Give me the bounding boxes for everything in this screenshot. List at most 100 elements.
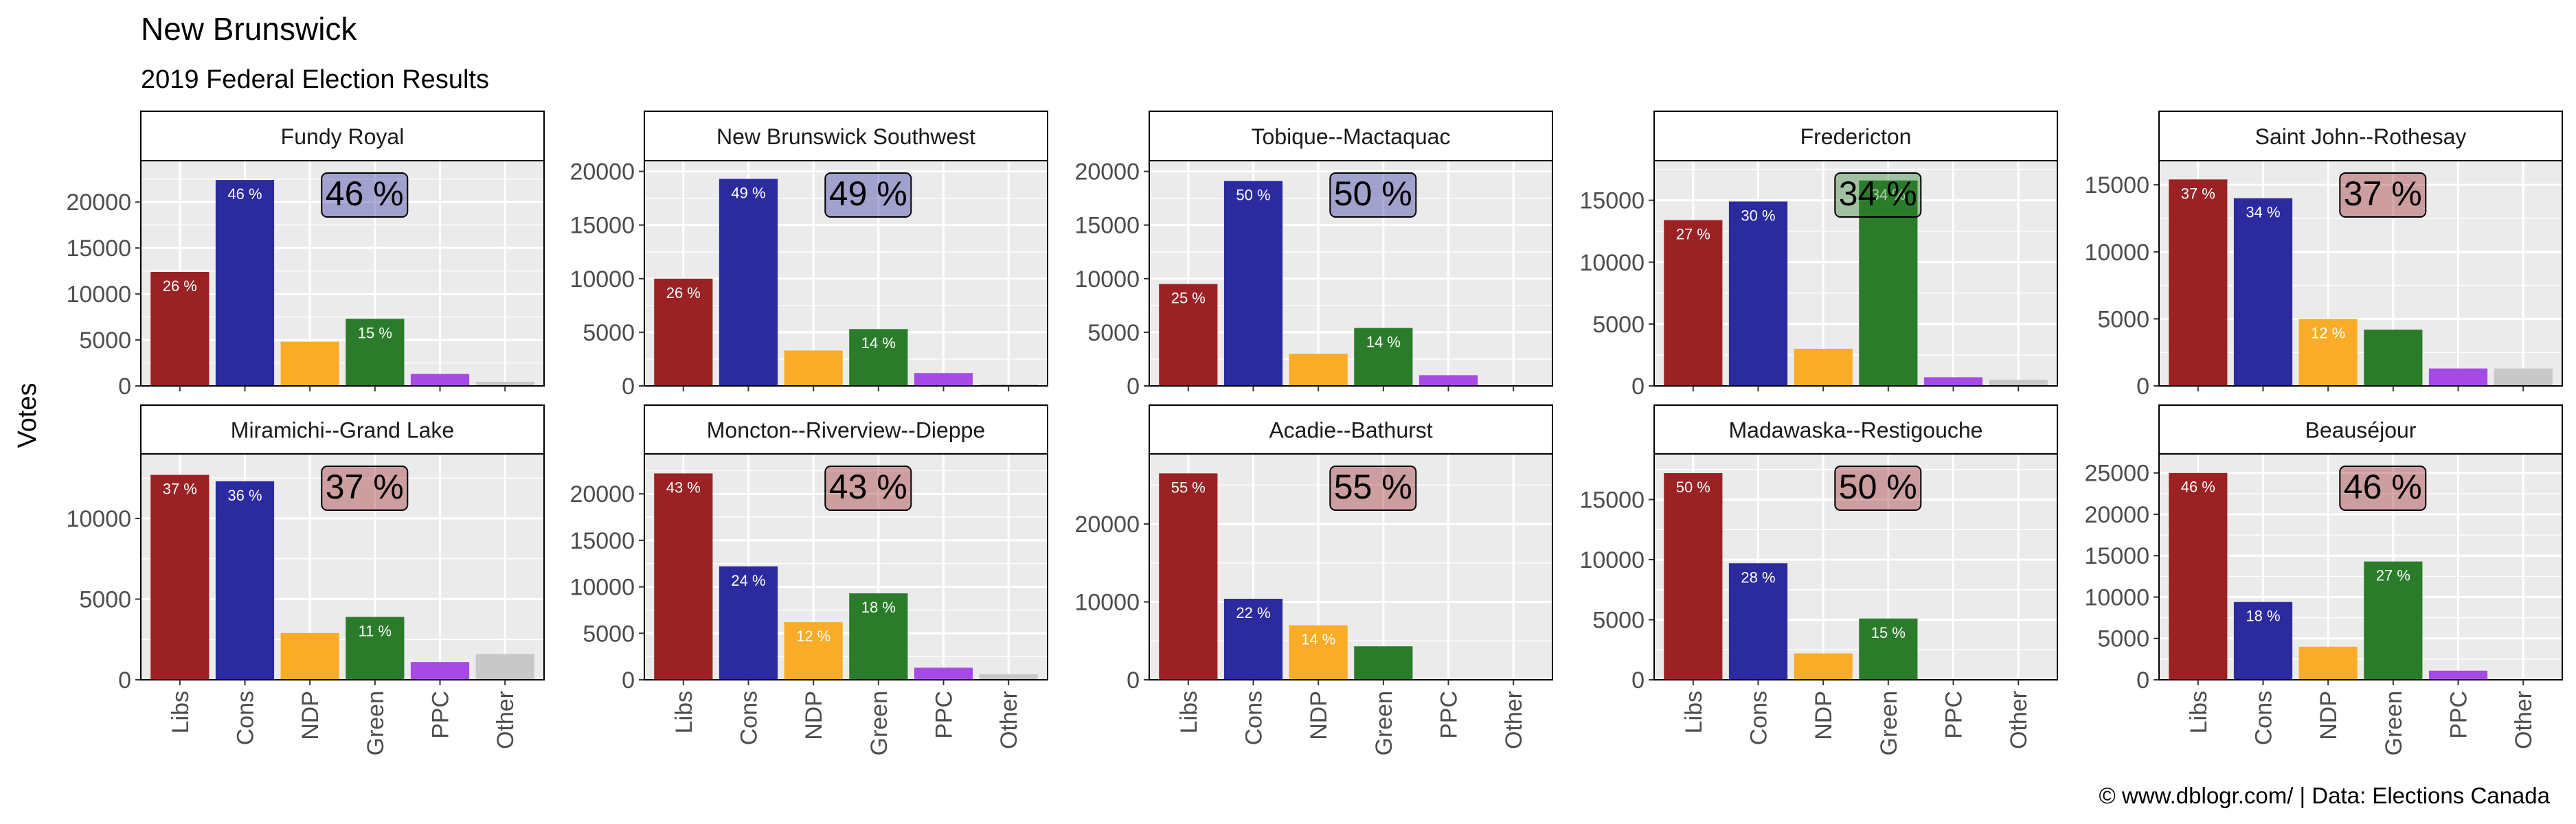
panel-border	[2158, 160, 2563, 387]
y-tick-label: 0	[118, 667, 131, 694]
y-tick-label: 0	[1127, 667, 1140, 694]
bar-data-label: 49 %	[731, 185, 765, 202]
chart-subtitle: 2019 Federal Election Results	[141, 65, 489, 94]
bar-cons	[2233, 198, 2293, 386]
bar-ndp	[784, 622, 843, 680]
y-tick-label: 10000	[569, 266, 635, 293]
bar-other	[979, 674, 1038, 680]
caption: © www.dblogr.com/ | Data: Elections Cana…	[2099, 783, 2550, 808]
bar-libs	[654, 278, 713, 386]
winner-label: 55 %	[1334, 468, 1412, 506]
x-tick-label: NDP	[1306, 691, 1332, 740]
y-tick-label: 15000	[569, 528, 635, 554]
y-tick-label: 0	[2136, 374, 2149, 400]
bar-data-label: 50 %	[1236, 187, 1270, 204]
bar-libs	[2169, 179, 2228, 386]
y-tick-label: 5000	[583, 621, 635, 647]
y-tick-label: 0	[1127, 374, 1140, 400]
y-tick-label: 10000	[1579, 547, 1645, 573]
facet-strip-label: Madawaska--Restigouche	[1729, 418, 1983, 443]
x-tick-label: PPC	[1941, 691, 1967, 739]
winner-label: 43 %	[829, 468, 907, 506]
bar-green	[1859, 180, 1918, 386]
panel-tobique-mactaquac: Tobique--Mactaquac 0 5000 10000 15000 20000 25…	[1074, 111, 1553, 400]
bar-ndp	[280, 341, 339, 386]
bar-data-label: 11 %	[359, 622, 392, 639]
panel-border	[1149, 160, 1553, 387]
y-tick-label: 15000	[2084, 172, 2149, 198]
y-tick-label: 15000	[1579, 488, 1645, 514]
bar-cons	[1223, 599, 1283, 680]
winner-label-box	[1834, 172, 1922, 218]
y-tick-label: 10000	[569, 575, 635, 601]
y-tick-label: 20000	[569, 159, 635, 185]
panel-moncton-riverview-dieppe: Moncton--Riverview--Dieppe 0 5000 10000 1500…	[569, 404, 1048, 756]
y-tick-label: 10000	[66, 282, 131, 308]
y-tick-label: 20000	[66, 190, 131, 216]
bar-cons	[719, 566, 778, 680]
bar-data-label: 22 %	[1236, 604, 1270, 621]
winner-label: 46 %	[326, 174, 404, 213]
x-tick-label: NDP	[801, 691, 827, 740]
bar-ppc	[2428, 368, 2488, 386]
bar-data-label: 34 %	[1871, 186, 1906, 203]
panel-fundy-royal: Fundy Royal 0 5000 10000 15000 20000 26 % 46 % 1…	[66, 111, 545, 400]
x-tick-label: PPC	[428, 691, 454, 739]
y-tick-label: 10000	[1074, 266, 1140, 293]
bar-libs	[1159, 284, 1218, 386]
facet-strip	[644, 111, 1048, 161]
x-tick-label: NDP	[297, 691, 324, 740]
bar-ppc	[1419, 375, 1478, 386]
winner-label: 46 %	[2344, 468, 2422, 506]
y-tick-label: 5000	[2097, 626, 2149, 652]
bar-data-label: 15 %	[358, 324, 392, 341]
y-tick-label: 5000	[1592, 312, 1645, 338]
bar-cons	[1223, 181, 1283, 386]
bar-ppc	[1923, 377, 1983, 386]
panel-border	[1149, 453, 1553, 680]
bar-data-label: 12 %	[796, 628, 831, 645]
x-tick-label: Other	[996, 691, 1022, 749]
bar-data-label: 26 %	[163, 277, 197, 295]
x-tick-label: NDP	[1811, 691, 1837, 740]
facet-panels: Fundy Royal 0 5000 10000 15000 20000 26 % 46 % 1…	[66, 111, 2563, 756]
winner-label-box	[321, 172, 409, 218]
bar-cons	[1728, 563, 1788, 680]
y-tick-label: 5000	[1087, 320, 1140, 346]
bar-data-label: 37 %	[163, 481, 197, 498]
y-tick-label: 20000	[569, 481, 635, 507]
y-tick-label: 15000	[1579, 188, 1645, 214]
x-tick-label: Other	[493, 691, 519, 749]
bar-cons	[719, 179, 778, 386]
x-tick-label: Other	[1501, 691, 1527, 749]
facet-strip	[2158, 111, 2563, 161]
winner-label: 49 %	[829, 174, 907, 213]
winner-label-box	[321, 466, 409, 511]
x-tick-label: Cons	[2250, 691, 2276, 745]
bar-ppc	[410, 374, 470, 386]
bar-ppc	[914, 373, 973, 386]
winner-label: 37 %	[2344, 174, 2422, 213]
facet-strip	[1149, 111, 1553, 161]
y-tick-label: 20000	[1074, 159, 1140, 185]
x-tick-label: Green	[866, 691, 892, 756]
x-tick-label: PPC	[2446, 691, 2472, 739]
winner-label: 34 %	[1839, 174, 1917, 213]
y-tick-label: 10000	[1074, 590, 1140, 616]
bar-green	[849, 593, 908, 680]
y-tick-label: 20000	[2084, 502, 2149, 528]
bar-ppc	[410, 662, 470, 680]
panel-border	[2158, 453, 2563, 680]
winner-label: 50 %	[1839, 468, 1917, 506]
x-tick-label: Cons	[1745, 691, 1772, 745]
bar-data-label: 25 %	[1171, 290, 1206, 307]
facet-strip-label: Beauséjour	[2305, 418, 2417, 443]
winner-label: 50 %	[1334, 174, 1412, 213]
bar-data-label: 28 %	[1741, 569, 1775, 586]
bar-ppc	[914, 667, 973, 680]
facet-strip-label: Moncton--Riverview--Dieppe	[707, 418, 985, 443]
facet-strip-label: Fredericton	[1800, 124, 1912, 149]
facet-strip-label: Tobique--Mactaquac	[1252, 124, 1451, 149]
bar-ndp	[1794, 348, 1853, 386]
y-tick-label: 5000	[2097, 306, 2149, 332]
